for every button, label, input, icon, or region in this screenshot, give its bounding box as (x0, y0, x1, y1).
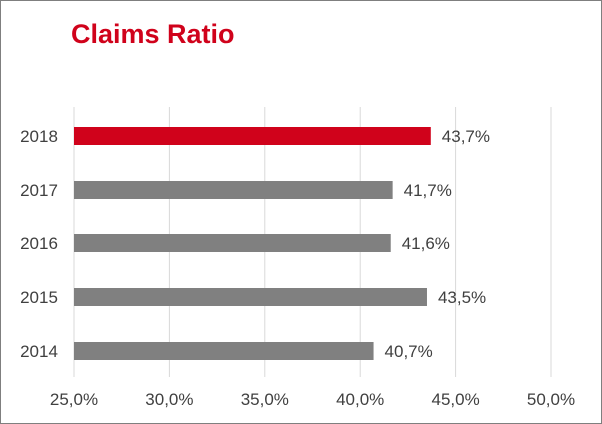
value-label: 41,7% (404, 181, 452, 200)
x-tick-label: 40,0% (336, 390, 384, 409)
category-label: 2015 (20, 288, 58, 307)
value-label: 43,5% (438, 288, 486, 307)
category-label: 2017 (20, 181, 58, 200)
bar (74, 342, 374, 360)
category-label: 2014 (20, 342, 58, 361)
x-tick-label: 35,0% (241, 390, 289, 409)
chart-title: Claims Ratio (71, 19, 235, 49)
x-tick-label: 45,0% (431, 390, 479, 409)
x-tick-label: 30,0% (145, 390, 193, 409)
bar (74, 288, 427, 306)
category-label: 2016 (20, 234, 58, 253)
bar (74, 234, 391, 252)
x-tick-label: 25,0% (50, 390, 98, 409)
value-label: 40,7% (385, 342, 433, 361)
value-label: 41,6% (402, 234, 450, 253)
category-label: 2018 (20, 127, 58, 146)
x-tick-label: 50,0% (527, 390, 575, 409)
bar (74, 181, 393, 199)
value-label: 43,7% (442, 127, 490, 146)
bar (74, 127, 431, 145)
